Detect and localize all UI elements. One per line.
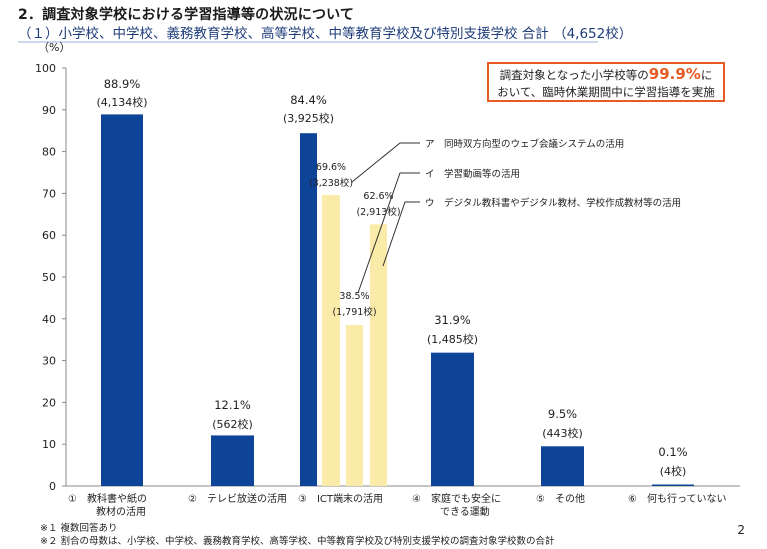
x-category-label: できる運動: [440, 505, 490, 518]
y-tick-label: 30: [42, 355, 56, 368]
callout-text-2: に: [700, 68, 713, 82]
bar-value-label: 9.5%: [548, 407, 577, 421]
sub-bar-annotation: ウ デジタル教科書やデジタル教材、学校作成教材等の活用: [425, 197, 681, 209]
bar-count-label: (4校): [660, 464, 687, 478]
summary-callout: 調査対象となった小学校等の99.9%に おいて、臨時休業期間中に学習指導を実施: [487, 62, 725, 102]
x-category-label: ⑥ 何も行っていない: [628, 492, 726, 505]
subtitle-underline: [18, 41, 598, 43]
page-title: 2．調査対象学校における学習指導等の状況について: [18, 7, 355, 23]
x-category-label: ④ 家庭でも安全に: [412, 492, 501, 505]
sub-bar: [370, 224, 387, 486]
y-tick-label: 20: [42, 396, 56, 409]
bar: [541, 446, 584, 486]
bar-count-label: (3,238校): [309, 177, 353, 189]
bar: [300, 133, 317, 486]
y-tick-label: 100: [35, 62, 56, 75]
footnote-1: ※１ 複数回答あり: [40, 523, 118, 534]
page-number: 2: [737, 523, 745, 537]
callout-highlight: 99.9%: [648, 65, 701, 83]
bar-count-label: (4,134校): [96, 95, 147, 109]
bar-count-label: (3,925校): [283, 111, 334, 125]
sub-bar: [346, 325, 363, 486]
bar-count-label: (2,913校): [356, 206, 400, 218]
y-tick-label: 90: [42, 104, 56, 117]
bar-count-label: (1,485校): [427, 332, 478, 346]
page-subtitle: （１）小学校、中学校、義務教育学校、高等学校、中等教育学校及び特別支援学校 合計…: [18, 26, 633, 42]
y-tick-label: 70: [42, 187, 56, 200]
y-tick-label: 40: [42, 313, 56, 326]
bar-value-label: 62.6%: [363, 191, 393, 202]
y-tick-label: 10: [42, 438, 56, 451]
sub-bar-annotation: ア 同時双方向型のウェブ会議システムの活用: [425, 138, 624, 150]
sub-bar: [322, 195, 340, 486]
y-tick-label: 80: [42, 146, 56, 159]
annotation-leader-line: [357, 172, 420, 294]
x-category-label: ⑤ その他: [536, 492, 585, 505]
bar-value-label: 31.9%: [434, 313, 471, 327]
y-tick-label: 50: [42, 271, 56, 284]
bar-value-label: 38.5%: [339, 291, 369, 302]
bar: [211, 435, 254, 486]
x-category-label: ② テレビ放送の活用: [188, 492, 287, 505]
callout-text-1: 調査対象となった小学校等の: [499, 68, 649, 82]
bar-value-label: 0.1%: [658, 445, 687, 459]
bar: [101, 114, 143, 486]
bar-value-label: 69.6%: [316, 162, 346, 173]
footnote-2: ※２ 割合の母数は、小学校、中学校、義務教育学校、高等学校、中等教育学校及び特別…: [40, 536, 555, 547]
bar-value-label: 12.1%: [214, 398, 251, 412]
bar-value-label: 84.4%: [290, 93, 327, 107]
y-axis-unit-label: （%）: [38, 41, 70, 54]
sub-bar-annotation: イ 学習動画等の活用: [425, 168, 520, 180]
y-tick-label: 0: [49, 480, 56, 493]
bar: [431, 352, 474, 486]
bar-value-label: 88.9%: [104, 77, 141, 91]
bar-count-label: (562校): [212, 417, 253, 431]
annotation-leader-line: [382, 201, 420, 267]
bar: [652, 484, 694, 486]
bar-count-label: (443校): [542, 426, 583, 440]
bar-count-label: (1,791校): [332, 306, 376, 318]
annotation-leader-line: [351, 142, 420, 183]
x-category-label: ③ ICT端末の活用: [298, 492, 383, 505]
callout-text-3: おいて、臨時休業期間中に学習指導を実施: [497, 85, 715, 99]
x-category-label: 教材の活用: [96, 505, 146, 518]
y-tick-label: 60: [42, 229, 56, 242]
x-category-label: ① 教科書や紙の: [68, 492, 147, 505]
